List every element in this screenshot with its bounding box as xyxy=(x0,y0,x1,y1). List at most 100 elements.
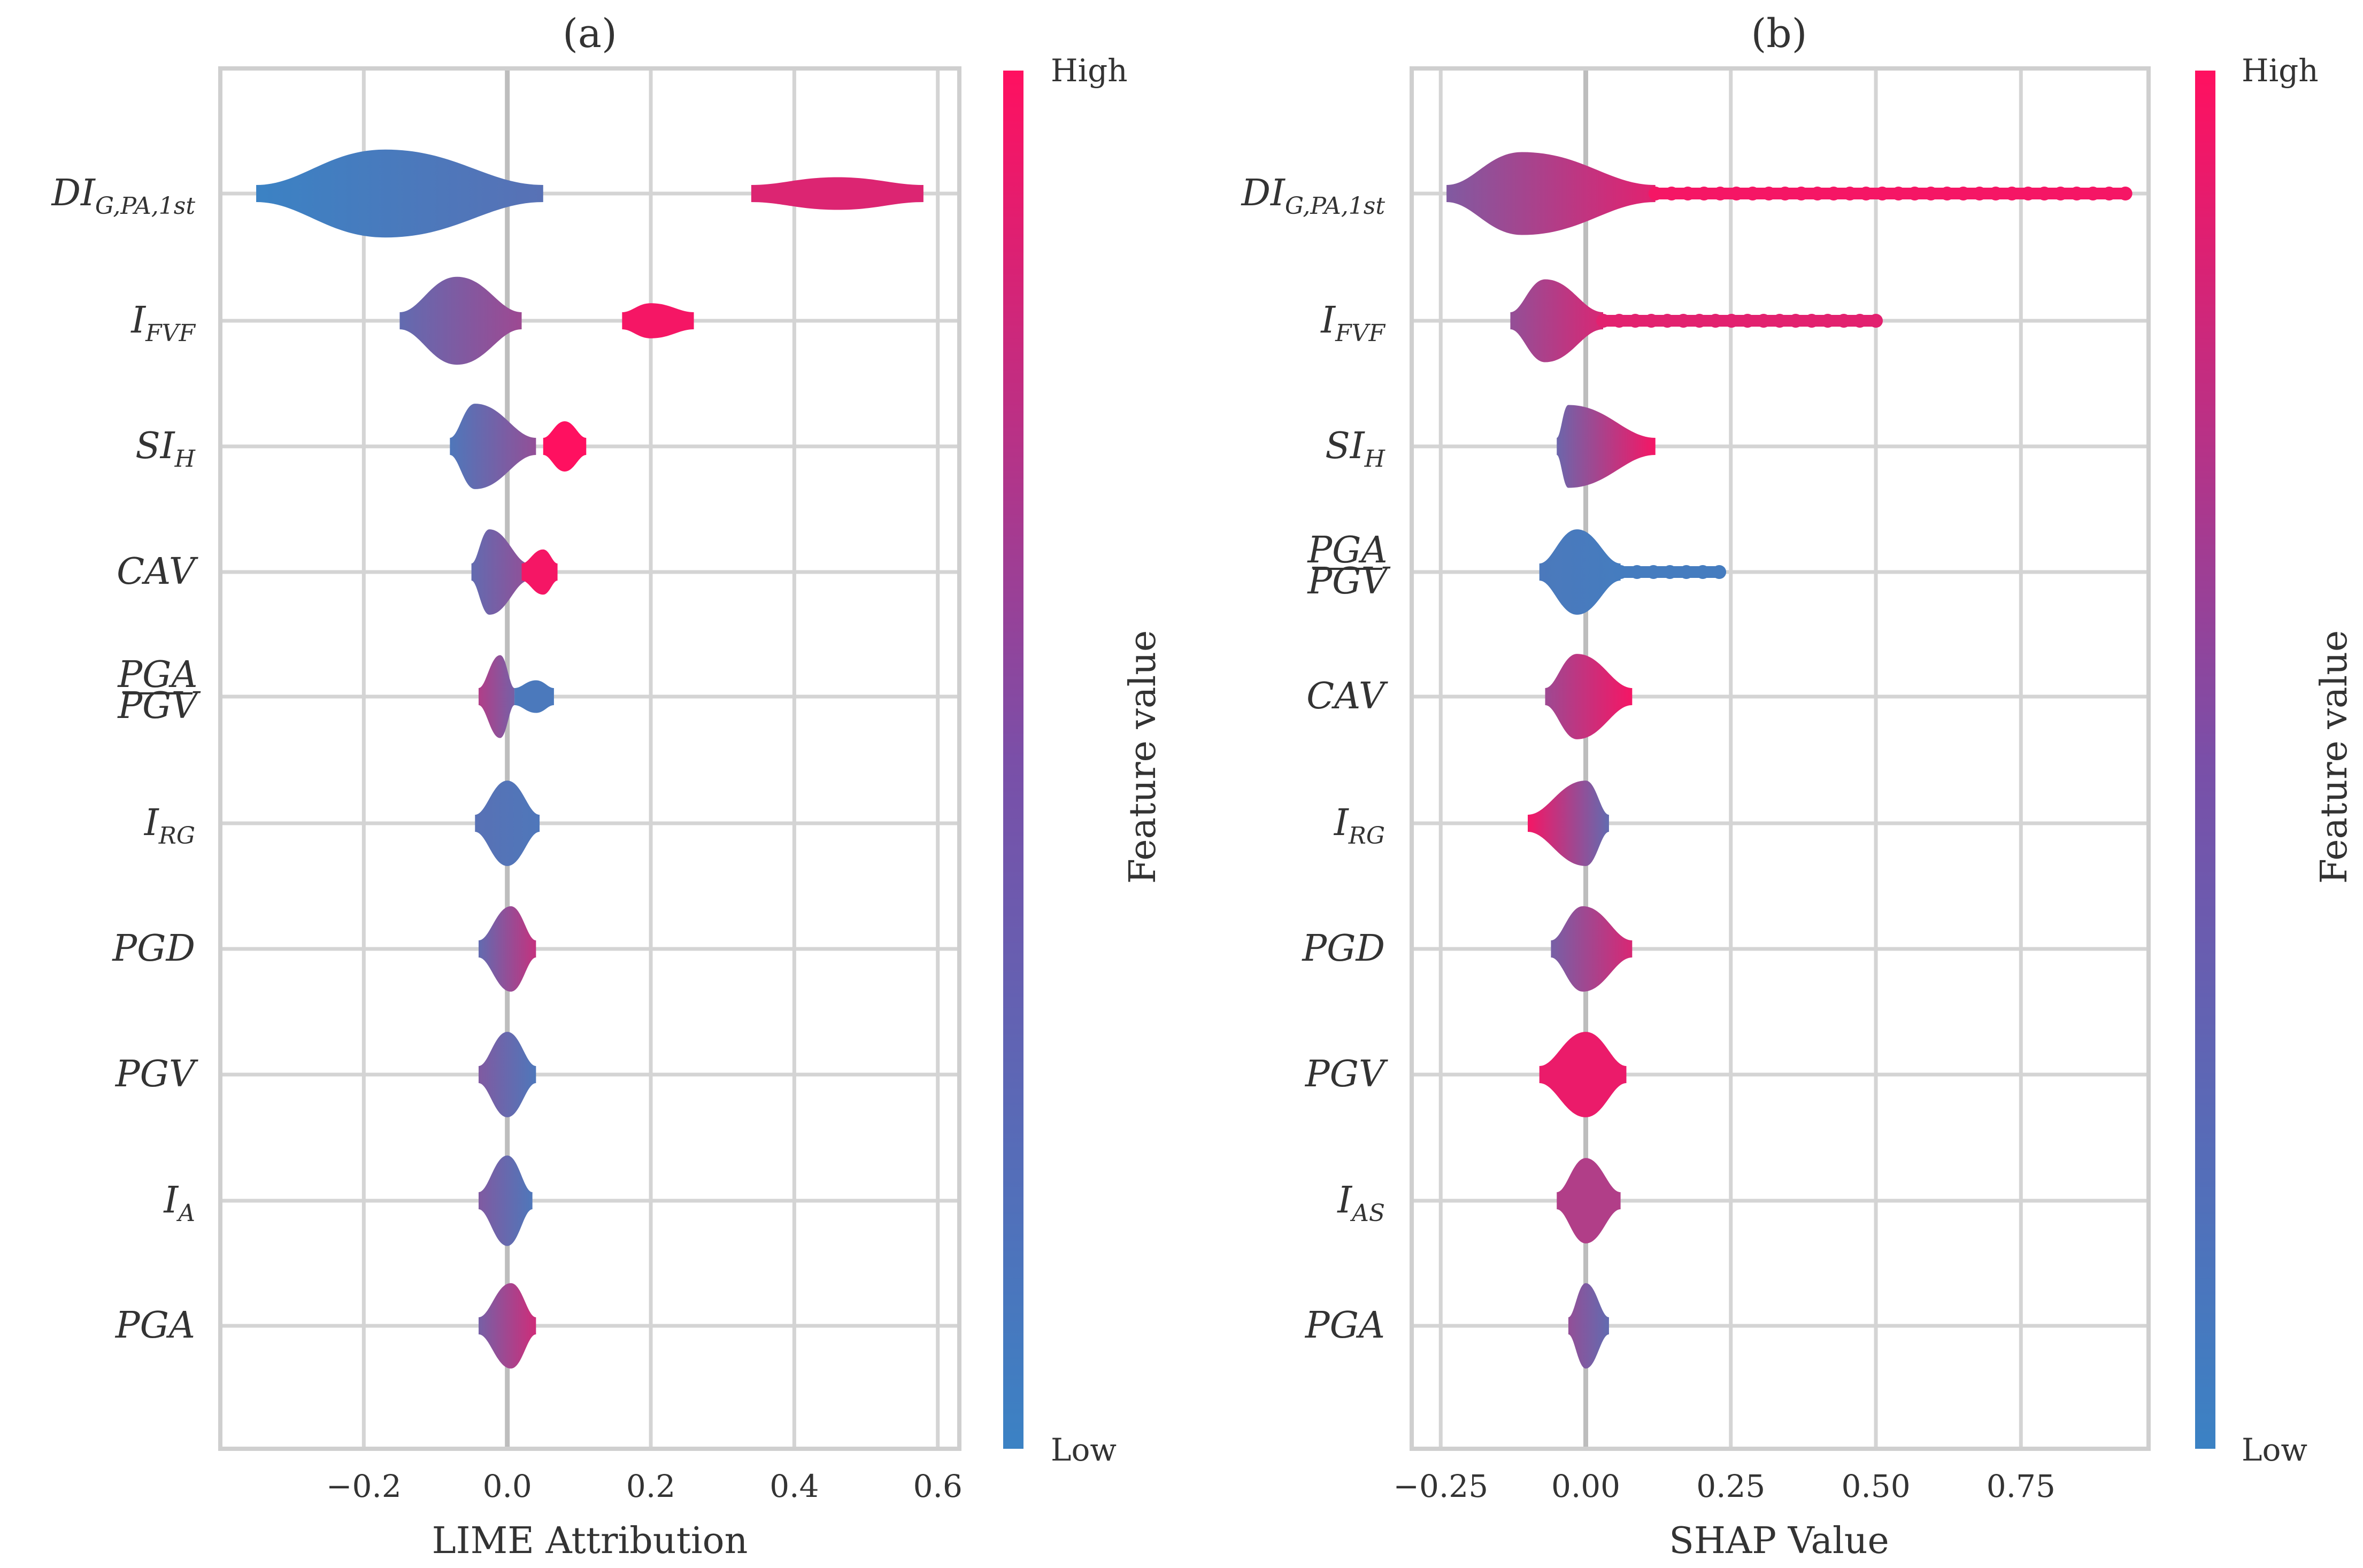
tail-point xyxy=(1821,314,1835,328)
distribution-mark xyxy=(521,549,558,595)
feature-label: PGV xyxy=(114,1053,198,1095)
tail-point xyxy=(1628,314,1643,328)
tail-point xyxy=(1940,187,1954,200)
tail-point xyxy=(1679,565,1694,579)
colorbar-b-low: Low xyxy=(2242,1432,2307,1468)
x-tick-label: 0.25 xyxy=(1696,1468,1765,1504)
tail-point xyxy=(1794,187,1808,200)
feature-label-main: I xyxy=(1336,1179,1352,1222)
x-tick-label: −0.25 xyxy=(1393,1468,1488,1504)
feature-label-main: CAV xyxy=(1306,675,1388,717)
tail-point xyxy=(1989,187,2003,200)
tail-point xyxy=(2053,187,2068,200)
feature-label-subscript: H xyxy=(1364,445,1386,473)
tail-point xyxy=(1761,187,1776,200)
distribution-mark xyxy=(471,529,529,615)
tail-point xyxy=(1907,187,1922,200)
x-tick-label: 0.6 xyxy=(913,1468,963,1504)
tail-point xyxy=(1956,187,1971,200)
tail-point xyxy=(1827,187,1841,200)
tail-point xyxy=(1676,314,1691,328)
tail-point xyxy=(1725,314,1739,328)
feature-label: CAV xyxy=(1306,675,1388,717)
x-tick-label: 0.0 xyxy=(483,1468,532,1504)
feature-label-subscript: H xyxy=(174,445,196,473)
feature-label-main: PGV xyxy=(1304,1053,1388,1095)
feature-label-main: SI xyxy=(135,425,175,467)
feature-label-main: PGA xyxy=(114,1304,195,1347)
tail-point xyxy=(1681,187,1695,200)
colorbar-a-high: High xyxy=(1051,52,1128,89)
tail-point xyxy=(1805,314,1819,328)
distribution-mark xyxy=(399,276,522,365)
colorbar-b-high: High xyxy=(2242,52,2319,89)
panel-lime: (a) LIME Attribution −0.2 0.0 0.2 0.4 0.6 DI… xyxy=(50,11,962,1562)
feature-label-main: I xyxy=(1320,299,1336,342)
tail-point xyxy=(1660,314,1675,328)
tail-point xyxy=(1875,187,1890,200)
distribution-mark xyxy=(1557,405,1656,488)
feature-label: PGV xyxy=(1304,1053,1388,1095)
feature-label-subscript: FVF xyxy=(145,320,196,347)
x-tick-label: 0.4 xyxy=(769,1468,819,1504)
panel-shap: (b) SHAP Value −0.25 0.00 0.25 0.50 0.75 DIG… xyxy=(1240,11,2151,1562)
tail-point xyxy=(1712,565,1727,579)
tail-point xyxy=(2037,187,2052,200)
tail-point xyxy=(2005,187,2019,200)
feature-label-subscript: G,PA,1st xyxy=(95,192,195,220)
distribution-mark xyxy=(479,655,515,738)
tail-point xyxy=(1665,187,1679,200)
tail-point xyxy=(1708,314,1723,328)
tail-point xyxy=(1630,565,1644,579)
tail-point xyxy=(1810,187,1825,200)
distribution-mark xyxy=(751,177,923,210)
feature-label-subscript: RG xyxy=(1348,822,1385,849)
distribution-mark xyxy=(1557,1158,1621,1243)
feature-label-denominator: PGV xyxy=(1306,560,1390,603)
feature-label: IAS xyxy=(1336,1179,1385,1227)
feature-label-main: PGA xyxy=(1304,1304,1385,1347)
feature-label: IRG xyxy=(1333,802,1385,849)
feature-label-main: I xyxy=(143,802,159,844)
tail-point xyxy=(1646,565,1661,579)
feature-label: PGD xyxy=(1301,928,1385,970)
feature-label: IFVF xyxy=(130,299,196,347)
distribution-mark xyxy=(479,1283,536,1369)
panel-b-title: (b) xyxy=(1751,11,1807,57)
x-tick-label: −0.2 xyxy=(326,1468,402,1504)
tail-point xyxy=(1612,314,1627,328)
x-tick-label: 0.50 xyxy=(1841,1468,1910,1504)
feature-label-main: DI xyxy=(50,172,96,214)
feature-label-main: CAV xyxy=(117,551,198,593)
colorbar-a-low: Low xyxy=(1051,1432,1117,1468)
feature-label-subscript: RG xyxy=(158,822,195,849)
tail-point xyxy=(1662,565,1677,579)
distribution-mark xyxy=(1551,906,1633,992)
feature-label: IA xyxy=(163,1179,195,1227)
panel-b-xlabel: SHAP Value xyxy=(1669,1520,1889,1562)
feature-label: DIG,PA,1st xyxy=(1240,172,1385,220)
feature-label: IFVF xyxy=(1320,299,1386,347)
tail-point xyxy=(1837,314,1851,328)
tail-point xyxy=(1778,187,1792,200)
feature-label-main: SI xyxy=(1325,425,1365,467)
distribution-mark xyxy=(479,906,536,992)
tail-point xyxy=(1697,187,1711,200)
tail-point xyxy=(1891,187,1906,200)
distribution-mark xyxy=(1568,1283,1609,1369)
tail-point xyxy=(1644,314,1659,328)
tail-point xyxy=(1869,314,1883,328)
distribution-mark xyxy=(1539,1032,1627,1117)
feature-label: SIH xyxy=(135,425,196,473)
x-tick-label: 0.00 xyxy=(1551,1468,1620,1504)
distribution-mark xyxy=(1539,529,1621,615)
feature-label-main: I xyxy=(130,299,146,342)
feature-label-subscript: G,PA,1st xyxy=(1285,192,1385,220)
feature-label-subscript: A xyxy=(176,1200,195,1227)
distribution-mark xyxy=(622,303,694,338)
distribution-mark xyxy=(256,149,543,238)
panel-a-title: (a) xyxy=(563,11,617,57)
colorbar-b: High Low Feature value xyxy=(2195,52,2356,1468)
